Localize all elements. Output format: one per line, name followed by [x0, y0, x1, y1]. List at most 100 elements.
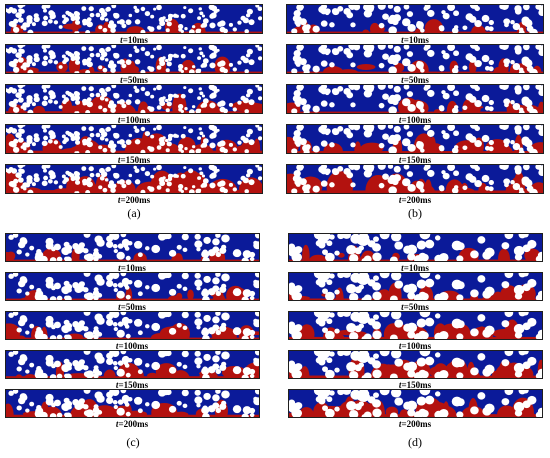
particle	[324, 50, 330, 56]
particle	[198, 87, 202, 91]
particle	[194, 396, 203, 404]
particle	[215, 390, 221, 394]
particle	[8, 351, 14, 357]
particle	[6, 88, 12, 94]
particle	[253, 396, 258, 401]
particle	[63, 177, 70, 183]
particle	[45, 125, 51, 129]
particle	[217, 181, 223, 187]
particle	[120, 234, 127, 238]
particle	[372, 408, 382, 417]
particle	[525, 400, 531, 406]
particle	[197, 136, 202, 140]
particle	[419, 351, 431, 357]
particle	[474, 85, 480, 92]
particle	[96, 238, 105, 247]
particle	[417, 24, 424, 30]
particle	[291, 108, 298, 113]
particle	[111, 273, 120, 279]
particle	[196, 247, 201, 252]
particle	[83, 254, 91, 260]
particle	[416, 357, 426, 367]
particle	[237, 20, 242, 25]
particle	[102, 147, 108, 153]
particle	[477, 236, 486, 244]
particle	[223, 188, 228, 193]
particle	[453, 105, 459, 110]
particle	[442, 52, 450, 60]
particle	[453, 185, 459, 190]
particle	[215, 312, 221, 316]
particle	[25, 408, 30, 413]
particle	[434, 332, 444, 339]
particle	[363, 49, 373, 58]
simulation-frame	[5, 164, 263, 194]
particle	[352, 45, 361, 51]
particle	[349, 293, 359, 300]
simulation-frame	[288, 272, 543, 301]
particle	[194, 273, 201, 279]
particle	[318, 319, 326, 327]
particle	[98, 145, 103, 150]
particle	[257, 6, 262, 11]
red-phase-blob	[6, 323, 21, 339]
particle	[53, 100, 59, 105]
particle	[113, 287, 119, 293]
particle	[41, 45, 47, 50]
particle	[43, 48, 47, 53]
particle	[387, 176, 396, 185]
particle	[442, 172, 450, 180]
particle	[334, 328, 340, 334]
particle	[350, 62, 356, 68]
particle	[140, 189, 146, 193]
particle	[434, 274, 441, 280]
particle	[188, 88, 194, 94]
particle	[15, 132, 21, 138]
particle	[33, 53, 39, 59]
particle	[99, 56, 105, 61]
particle	[19, 237, 27, 244]
time-label: t=10ms	[401, 263, 429, 273]
particle	[133, 318, 143, 327]
particle	[529, 188, 538, 193]
particle	[106, 241, 114, 248]
particle	[513, 401, 525, 412]
particle	[462, 25, 468, 31]
particle	[166, 61, 172, 67]
particle	[65, 322, 73, 330]
particle	[168, 405, 177, 413]
particle	[120, 312, 127, 316]
particle	[176, 283, 182, 289]
particle	[318, 165, 326, 174]
particle	[202, 58, 209, 64]
particle	[257, 86, 262, 91]
particle	[164, 138, 169, 143]
particle	[388, 106, 397, 113]
particle	[373, 353, 379, 359]
particle	[346, 361, 357, 372]
particle	[199, 51, 204, 56]
particle	[88, 126, 94, 132]
particle	[177, 184, 184, 190]
particle	[72, 321, 80, 328]
particle	[202, 98, 209, 104]
particle	[61, 54, 66, 59]
particle	[49, 133, 56, 140]
particle	[332, 168, 340, 176]
particle	[41, 20, 48, 27]
particle	[441, 10, 446, 15]
particle	[525, 322, 531, 328]
particle	[228, 102, 234, 107]
particle	[257, 96, 262, 101]
particle	[26, 15, 33, 22]
particle	[153, 87, 157, 91]
particle	[402, 18, 411, 27]
particle	[85, 190, 91, 193]
particle	[201, 174, 206, 178]
particle	[74, 111, 78, 113]
particle	[477, 392, 486, 400]
particle	[427, 9, 435, 17]
particle	[523, 45, 530, 50]
particle	[49, 93, 56, 100]
particle	[200, 144, 205, 148]
